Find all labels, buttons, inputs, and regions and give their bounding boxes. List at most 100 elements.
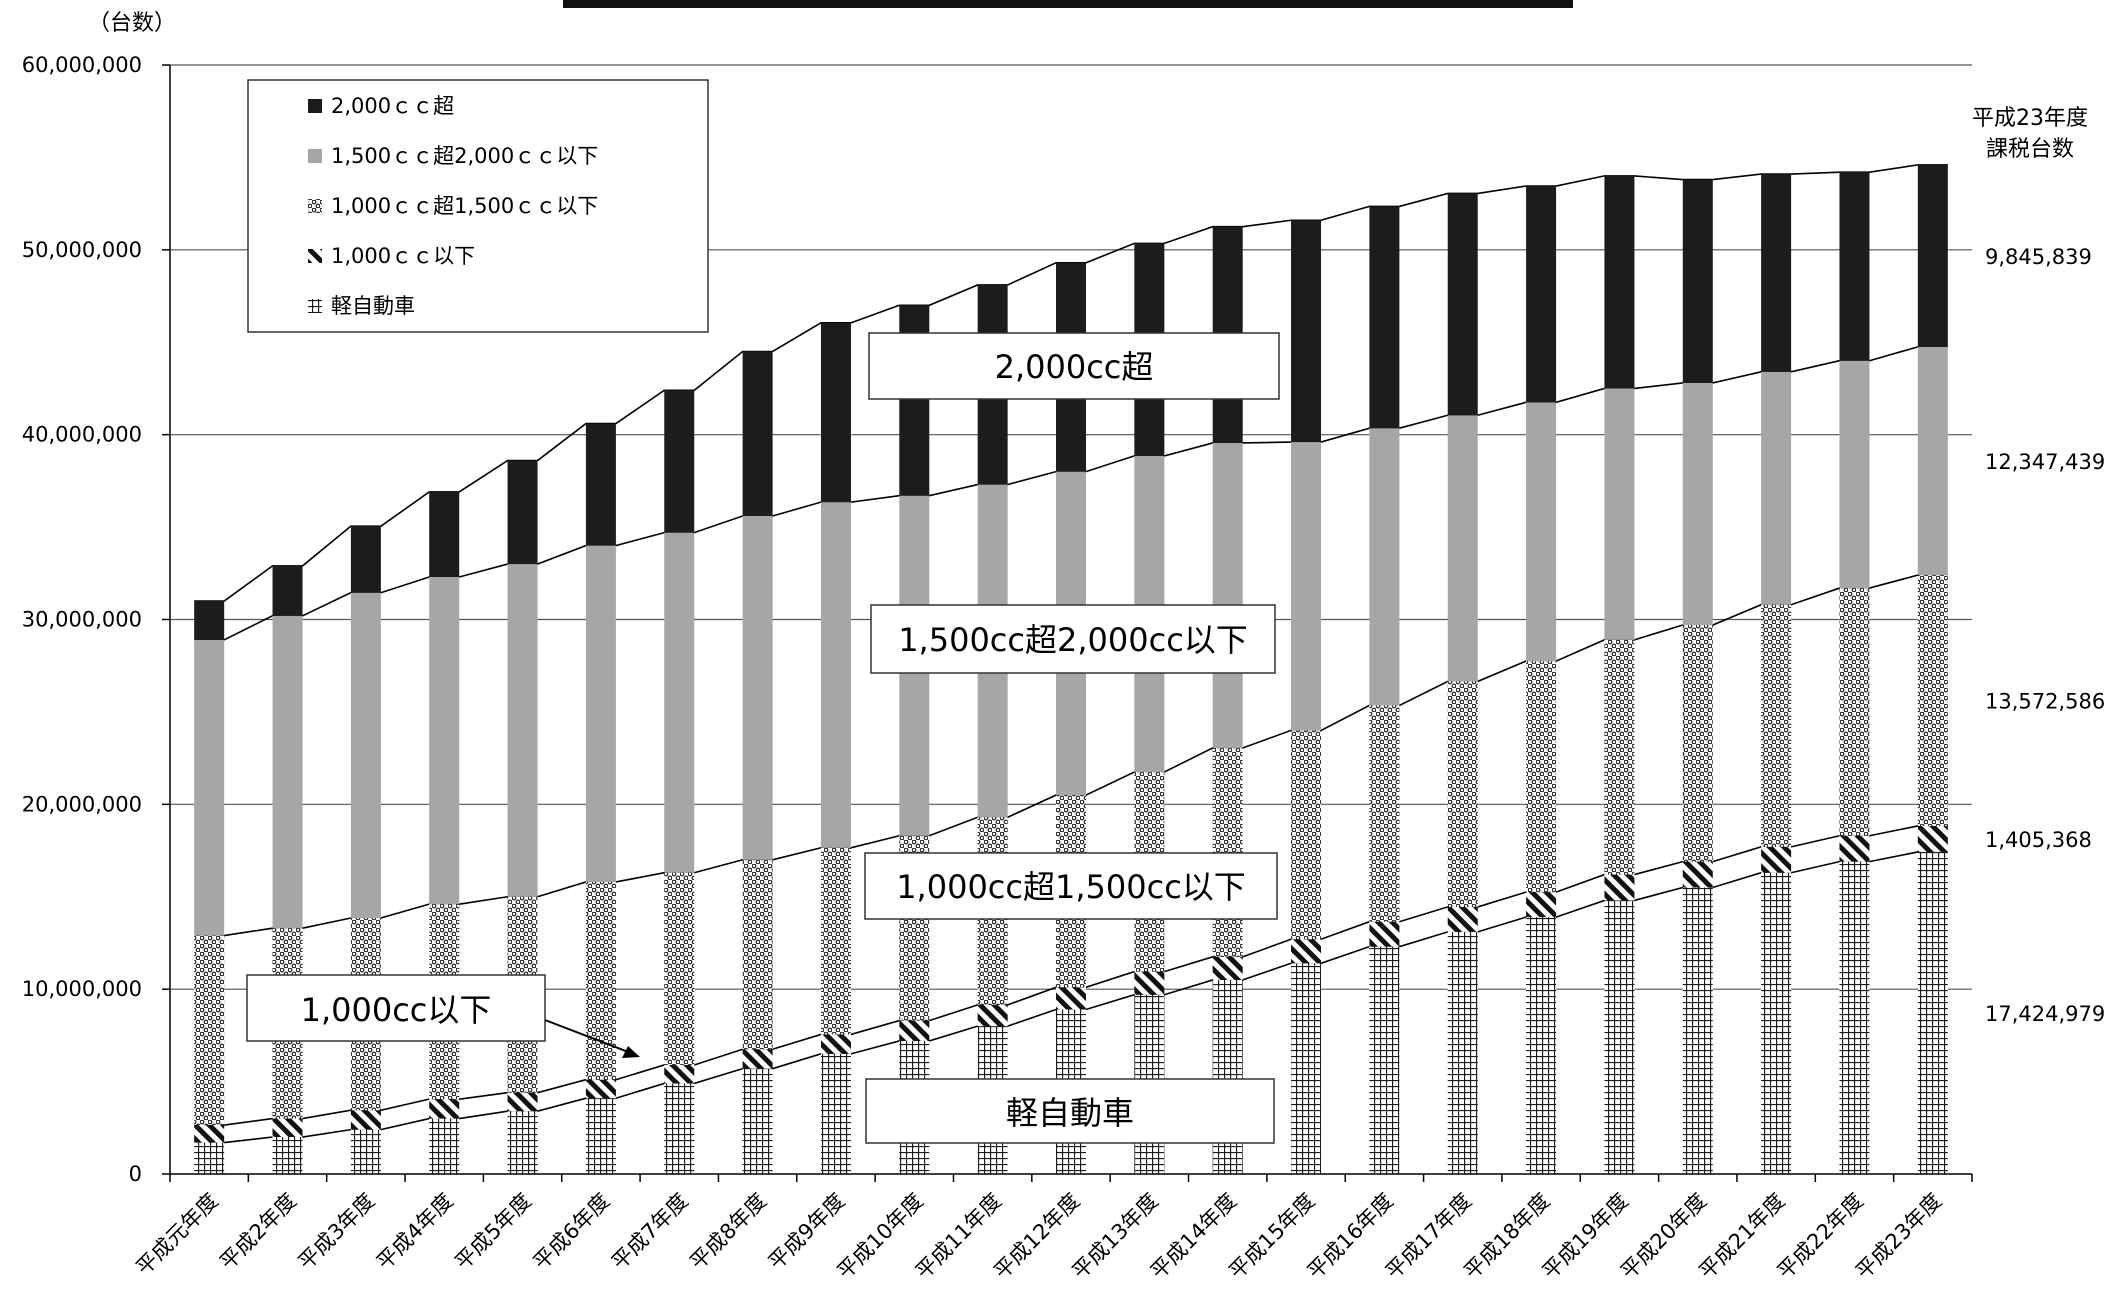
bar-segment-gray: [1917, 346, 1948, 576]
legend-swatch-black: [308, 99, 322, 113]
x-tick-labels: 平成元年度平成2年度平成3年度平成4年度平成5年度平成6年度平成7年度平成8年度…: [131, 1189, 1946, 1284]
bar-segment-hatch: [1917, 825, 1948, 852]
bar-segment-gray: [1526, 402, 1557, 662]
bar-segment-hatch: [194, 1125, 225, 1143]
callout-1000-under-text: 1,000cc以下: [301, 991, 492, 1029]
bar-segment-black: [272, 565, 303, 616]
bar-segment-hatch: [1604, 874, 1635, 901]
legend: 2,000ｃｃ超 1,500ｃｃ超2,000ｃｃ以下 1,000ｃｃ超1,500…: [247, 79, 709, 333]
bar-segment-hatch: [507, 1092, 538, 1112]
callout-2000-over: 2,000cc超: [868, 332, 1280, 400]
right-value-label: 13,572,586: [1985, 690, 2105, 714]
bar-segment-gray: [272, 615, 303, 929]
bar-segment-dots: [1839, 588, 1870, 836]
bar-segment-hatch: [1839, 835, 1870, 862]
callout-2000-over-text: 2,000cc超: [995, 348, 1154, 386]
bar-segment-gray: [1369, 428, 1400, 706]
bar-segment-grid: [1761, 872, 1792, 1174]
y-unit-label: （台数）: [88, 11, 176, 36]
bar-segment-black: [820, 322, 851, 503]
bar-segment-gray: [1839, 360, 1870, 589]
y-tick-label: 20,000,000: [22, 792, 142, 816]
bar-segment-hatch: [664, 1064, 695, 1084]
x-tick-label: 平成23年度: [1851, 1189, 1946, 1284]
callout-1500-2000-text: 1,500cc超2,000cc以下: [898, 621, 1248, 659]
legend-box: [247, 79, 709, 333]
bar-segment-dots: [1917, 575, 1948, 826]
bar-segment-hatch: [899, 1020, 930, 1041]
bar-segment-grid: [1682, 887, 1713, 1174]
bar-segment-gray: [507, 564, 538, 897]
callout-1500-2000: 1,500cc超2,000cc以下: [870, 604, 1276, 674]
bar-segment-dots: [1526, 661, 1557, 893]
bar-segment-hatch: [977, 1004, 1008, 1027]
x-tick-label: 平成5年度: [450, 1189, 536, 1275]
bar-segment-hatch: [429, 1099, 460, 1119]
callout-kei-text: 軽自動車: [1006, 1094, 1134, 1132]
y-tick-label: 30,000,000: [22, 608, 142, 632]
bar-segment-grid: [429, 1118, 460, 1174]
legend-swatch-gray: [308, 149, 322, 163]
right-header-line1: 平成23年度: [1972, 106, 2088, 131]
bar-segment-hatch: [1526, 892, 1557, 918]
bar-segment-dots: [1761, 604, 1792, 847]
bar-segment-gray: [429, 576, 460, 905]
bar-segment-hatch: [1369, 921, 1400, 947]
y-tick-label: 40,000,000: [22, 423, 142, 447]
bar-segment-dots: [1447, 681, 1478, 907]
bar-segment-grid: [194, 1142, 225, 1174]
bars: [194, 164, 1948, 1174]
bar-segment-gray: [664, 532, 695, 873]
legend-label-1000-1500: 1,000ｃｃ超1,500ｃｃ以下: [331, 194, 598, 218]
y-tick-label: 50,000,000: [22, 238, 142, 262]
x-tick-label: 平成8年度: [685, 1189, 771, 1275]
x-tick-label: 平成2年度: [215, 1189, 301, 1275]
bar-segment-gray: [742, 515, 773, 860]
x-tick-label: 平成3年度: [294, 1189, 380, 1275]
bar-segment-hatch: [1447, 906, 1478, 932]
legend-swatch-grid: [308, 299, 322, 313]
callout-arrow: [544, 1019, 637, 1056]
title-bar: [563, 0, 1573, 8]
bar-segment-black: [742, 351, 773, 516]
x-tick-label: 平成4年度: [372, 1189, 458, 1275]
legend-label-1000-under: 1,000ｃｃ以下: [331, 244, 475, 268]
bar-segment-black: [350, 526, 381, 593]
bar-segment-hatch: [1134, 971, 1165, 995]
axes: [162, 64, 1973, 1182]
bar-segment-black: [1526, 186, 1557, 403]
right-header-line2: 課税台数: [1986, 137, 2074, 162]
bar-segment-grid: [507, 1111, 538, 1174]
y-tick-labels: 0 10,000,000 20,000,000 30,000,000 40,000,00…: [22, 53, 142, 1186]
bar-segment-grid: [1604, 900, 1635, 1174]
bar-segment-grid: [1291, 963, 1322, 1174]
callout-arrowhead: [622, 1046, 640, 1058]
bar-segment-dots: [820, 847, 851, 1035]
right-value-label: 12,347,439: [1985, 450, 2105, 474]
bar-segment-black: [429, 491, 460, 577]
bar-segment-hatch: [1682, 861, 1713, 888]
callout-1000-1500: 1,000cc超1,500cc以下: [864, 852, 1278, 920]
x-tick-label: 平成元年度: [131, 1189, 222, 1280]
bar-segment-gray: [1761, 371, 1792, 605]
bar-segment-dots: [1604, 639, 1635, 875]
right-value-label: 1,405,368: [1985, 828, 2092, 852]
bar-segment-gray: [1604, 388, 1635, 640]
bar-segment-gray: [1682, 382, 1713, 626]
bar-segment-black: [194, 601, 225, 640]
right-value-label: 17,424,979: [1985, 1002, 2105, 1026]
bar-segment-black: [1839, 172, 1870, 361]
callout-1000-under: 1,000cc以下: [246, 974, 640, 1058]
bar-segment-black: [1369, 206, 1400, 429]
bar-segment-grid: [585, 1098, 616, 1174]
bar-segment-black: [507, 460, 538, 565]
callout-1000-1500-text: 1,000cc超1,500cc以下: [896, 868, 1246, 906]
bar-segment-gray: [585, 545, 616, 882]
bar-segment-gray: [820, 502, 851, 848]
bar-segment-black: [1761, 174, 1792, 372]
bar-segment-hatch: [1056, 987, 1086, 1010]
bar-segment-dots: [1682, 625, 1713, 862]
bar-segment-grid: [1917, 851, 1948, 1174]
bar-segment-dots: [1369, 705, 1400, 922]
